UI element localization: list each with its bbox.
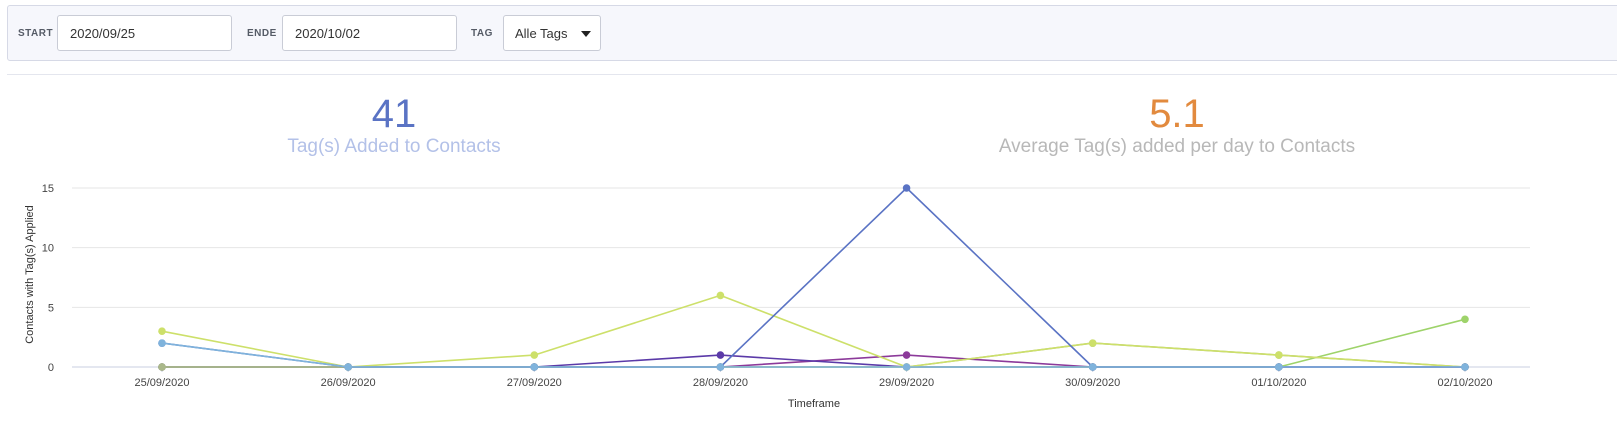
x-tick-label: 29/09/2020	[879, 377, 934, 389]
data-point	[716, 363, 725, 371]
y-axis-title: Contacts with Tag(s) Applied	[24, 205, 36, 344]
filter-bar: START ENDE TAG Alle Tags	[7, 5, 1617, 61]
data-point	[1275, 363, 1283, 371]
start-label: START	[18, 28, 54, 39]
x-tick-label: 01/10/2020	[1251, 377, 1306, 389]
stat-average-label: Average Tag(s) added per day to Contacts	[998, 136, 1356, 157]
series-line	[162, 354, 1465, 368]
data-point	[158, 327, 166, 336]
series-line	[162, 318, 1466, 368]
data-point	[158, 363, 166, 371]
data-point	[1461, 315, 1469, 324]
x-tick-label: 27/09/2020	[507, 377, 562, 389]
data-point	[530, 351, 539, 359]
y-tick-label: 10	[42, 243, 54, 255]
x-tick-label: 30/09/2020	[1065, 377, 1120, 389]
y-tick-label: 15	[42, 183, 54, 195]
x-tick-label: 28/09/2020	[693, 377, 748, 389]
data-point	[1088, 339, 1097, 347]
data-point	[344, 363, 352, 371]
x-tick-label: 25/09/2020	[134, 377, 189, 389]
end-label: ENDE	[247, 28, 277, 39]
x-tick-label: 26/09/2020	[321, 377, 376, 389]
data-point	[1088, 363, 1097, 371]
data-point	[716, 351, 725, 359]
data-point	[902, 351, 911, 359]
series-line	[161, 294, 1466, 368]
tag-select-value: Alle Tags	[515, 26, 568, 41]
x-axis-title: Timeframe	[788, 398, 840, 410]
tag-select[interactable]: Alle Tags	[503, 15, 601, 51]
stat-average-value: 5.1	[1149, 92, 1205, 136]
data-point	[716, 291, 725, 300]
stat-total-label: Tag(s) Added to Contacts	[287, 136, 501, 157]
divider	[7, 74, 1617, 75]
data-point	[158, 339, 166, 347]
data-point	[902, 363, 911, 371]
x-tick-label: 02/10/2020	[1437, 377, 1492, 389]
stat-total-value: 41	[371, 92, 417, 136]
y-tick-label: 0	[48, 362, 54, 374]
data-point	[902, 184, 911, 192]
data-point	[1461, 363, 1469, 371]
series-line	[161, 187, 1465, 368]
series-line	[161, 342, 1465, 368]
data-point	[530, 363, 539, 371]
chevron-down-icon	[581, 31, 591, 37]
tag-label: TAG	[471, 28, 493, 39]
y-tick-label: 5	[48, 302, 54, 314]
end-date-input[interactable]	[282, 15, 457, 51]
start-date-input[interactable]	[57, 15, 232, 51]
data-point	[1275, 351, 1283, 359]
